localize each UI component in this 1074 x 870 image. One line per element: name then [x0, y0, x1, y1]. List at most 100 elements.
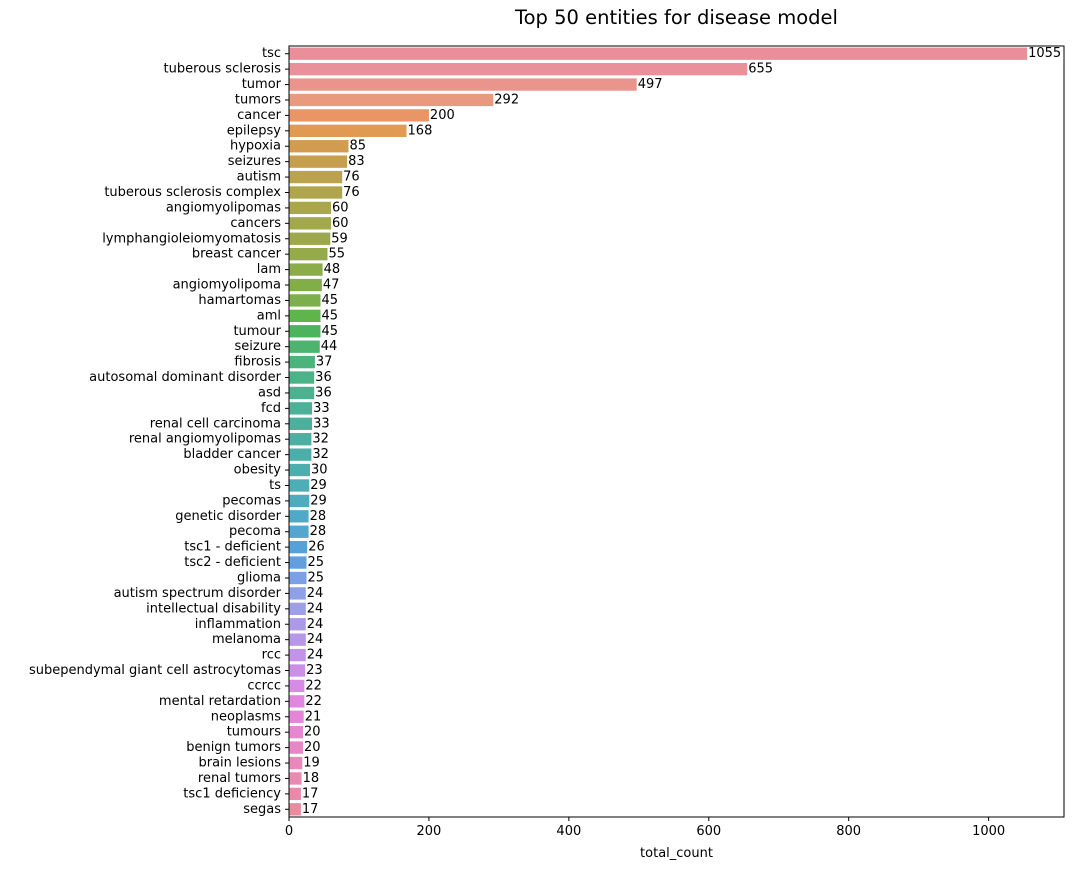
bar-value-label: 22: [305, 678, 322, 693]
y-tick-label: tsc: [262, 46, 281, 61]
y-tick-label: hypoxia: [230, 139, 281, 154]
bar: [289, 556, 307, 569]
bar-value-label: 1055: [1028, 46, 1061, 61]
y-tick-label: asd: [258, 385, 281, 400]
bar: [289, 448, 312, 461]
y-tick-label: autosomal dominant disorder: [89, 370, 281, 385]
bar-value-label: 30: [311, 463, 328, 478]
bar: [289, 772, 302, 785]
bar-value-label: 24: [307, 632, 324, 647]
y-tick-label: ccrcc: [247, 678, 281, 693]
bar-value-label: 26: [308, 540, 325, 555]
bar: [289, 93, 494, 107]
bar-value-label: 24: [307, 617, 324, 632]
bar-value-label: 20: [304, 725, 321, 740]
y-tick-label: fibrosis: [234, 355, 281, 370]
x-tick-label: 0: [285, 824, 293, 839]
bar: [289, 587, 306, 600]
bar-value-label: 36: [315, 385, 332, 400]
bar-value-label: 37: [316, 355, 333, 370]
bar: [289, 294, 321, 307]
bar: [289, 263, 323, 276]
bar: [289, 278, 322, 292]
bar-value-label: 76: [343, 170, 360, 185]
bar: [289, 803, 301, 816]
bar-value-label: 200: [430, 108, 455, 123]
y-tick-label: tumor: [242, 77, 282, 92]
bar-value-label: 45: [321, 324, 338, 339]
bar: [289, 217, 331, 230]
bar: [289, 618, 306, 631]
bar-value-label: 25: [307, 555, 324, 570]
y-tick-label: tsc1 - deficient: [184, 540, 281, 555]
y-tick-label: pecoma: [229, 524, 281, 539]
bar: [289, 571, 307, 585]
bar-value-label: 47: [323, 278, 340, 293]
y-tick-label: neoplasms: [211, 709, 281, 724]
y-tick-label: genetic disorder: [175, 509, 281, 524]
bar-value-label: 48: [324, 262, 341, 277]
x-tick-label: 200: [417, 824, 442, 839]
y-tick-label: renal tumors: [198, 771, 281, 786]
bar: [289, 109, 429, 122]
bar-value-label: 32: [312, 432, 329, 447]
y-tick-label: cancers: [230, 216, 281, 231]
bar-value-label: 83: [348, 154, 365, 169]
y-tick-label: autism: [237, 170, 281, 185]
y-tick-label: hamartomas: [198, 293, 281, 308]
bar-value-label: 85: [349, 139, 366, 154]
bar-value-label: 23: [306, 663, 323, 678]
bar: [289, 756, 303, 770]
y-tick-label: tsc1 deficiency: [183, 786, 281, 801]
bar-value-label: 17: [302, 802, 319, 817]
y-tick-label: seizures: [228, 154, 282, 169]
bar-value-label: 21: [305, 709, 322, 724]
bar: [289, 355, 315, 369]
bar: [289, 463, 310, 477]
bar-value-label: 55: [328, 247, 345, 262]
y-tick-label: seizure: [234, 339, 281, 354]
y-tick-label: tumours: [227, 725, 282, 740]
y-tick-label: melanoma: [212, 632, 281, 647]
bar-value-label: 22: [305, 694, 322, 709]
bar-value-label: 19: [303, 756, 320, 771]
bar-value-label: 59: [331, 231, 348, 246]
bars-group: [289, 47, 1028, 816]
bar: [289, 78, 637, 91]
y-tick-label: pecomas: [222, 493, 281, 508]
x-tick-label: 400: [556, 824, 581, 839]
x-tick-label: 1000: [972, 824, 1005, 839]
bar: [289, 371, 315, 384]
bar-value-label: 292: [494, 92, 519, 107]
y-tick-label: renal cell carcinoma: [150, 416, 281, 431]
bar-value-label: 20: [304, 740, 321, 755]
plot-frame: [288, 45, 1065, 818]
bar: [289, 62, 748, 76]
bar-value-label: 44: [321, 339, 338, 354]
bar: [289, 633, 306, 646]
y-tick-label: tumour: [233, 324, 281, 339]
bar-value-label: 36: [315, 370, 332, 385]
bar: [289, 695, 305, 708]
bar-value-label: 28: [310, 509, 327, 524]
bar-value-label: 45: [321, 308, 338, 323]
bar-value-label: 497: [638, 77, 663, 92]
bar: [289, 726, 303, 739]
bar-value-label: 29: [310, 493, 327, 508]
y-tick-label: inflammation: [195, 617, 281, 632]
bar: [289, 140, 349, 153]
bar-value-label: 33: [313, 416, 330, 431]
bar-value-label: 76: [343, 185, 360, 200]
bar-value-label: 60: [332, 216, 349, 231]
bar-value-label: 24: [307, 648, 324, 663]
bar: [289, 248, 328, 261]
bar: [289, 710, 304, 723]
y-tick-label: angiomyolipomas: [166, 200, 281, 215]
bar-value-label: 28: [310, 524, 327, 539]
y-tick-label: lam: [257, 262, 281, 277]
y-tick-label: cancer: [237, 108, 281, 123]
bar: [289, 664, 306, 677]
bar: [289, 170, 343, 184]
